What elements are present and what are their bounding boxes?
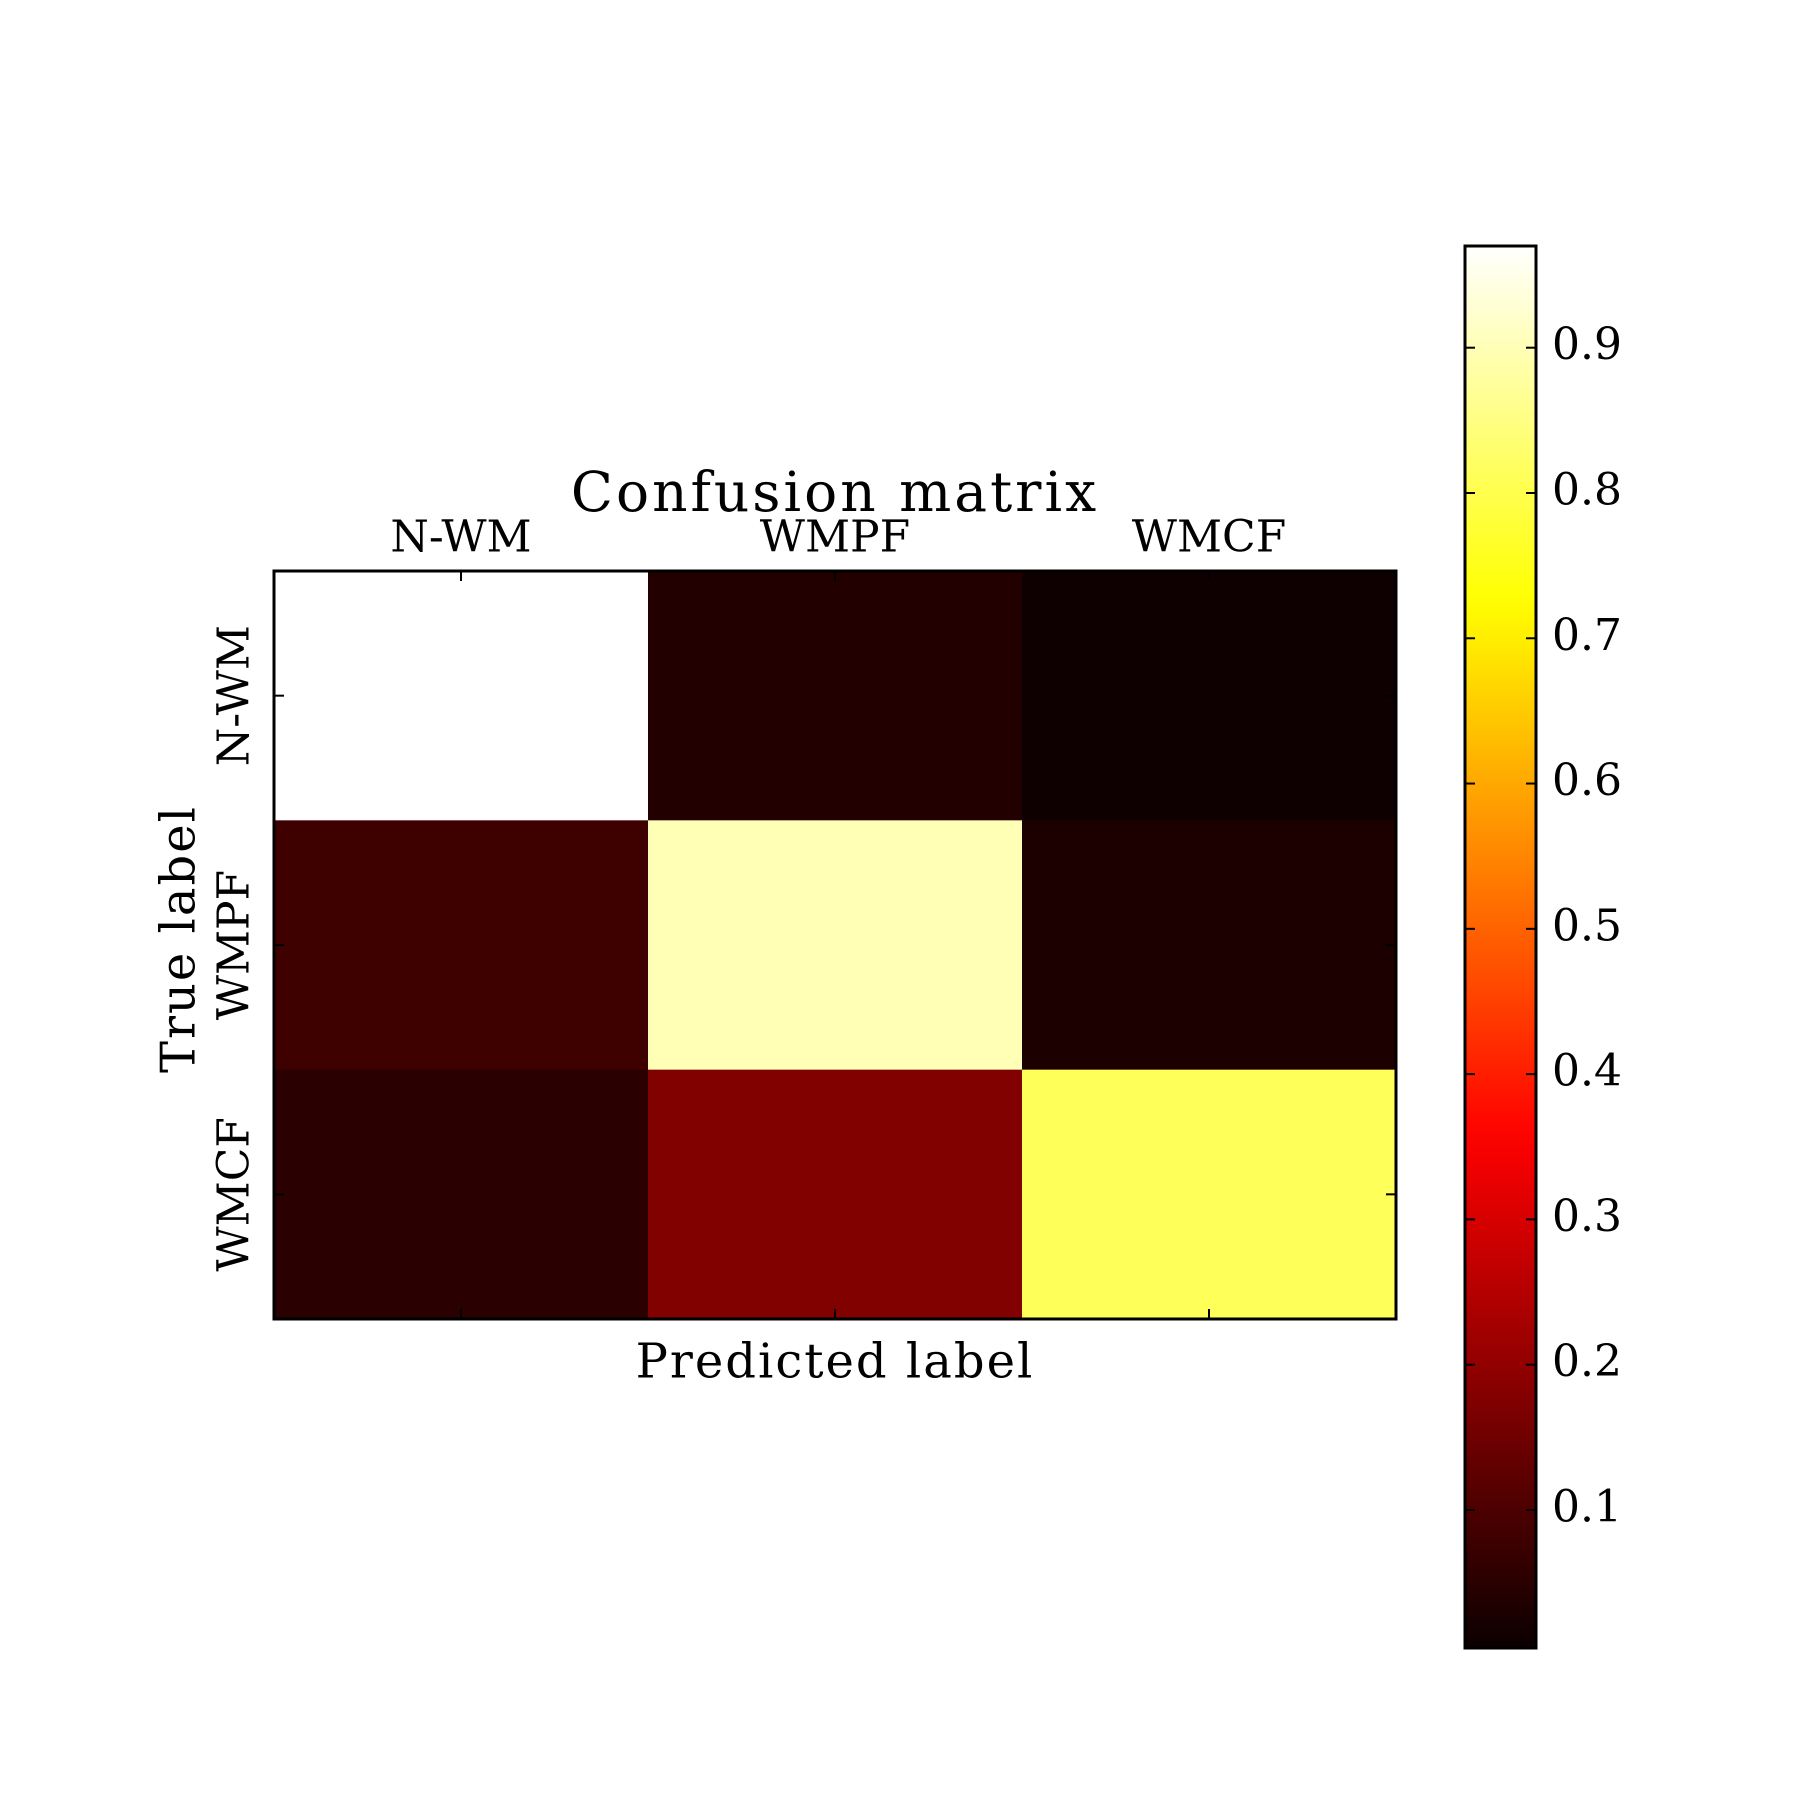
heatmap-cell [274,820,649,1071]
heatmap-cell [274,571,649,821]
heatmap-cell [1022,1069,1397,1320]
colorbar-tick-label: 0.6 [1552,755,1622,806]
x-axis-label: Predicted label [636,1334,1035,1390]
heatmap-cell [648,820,1023,1071]
colorbar-tick-label: 0.9 [1552,319,1622,370]
colorbar-tick-label: 0.4 [1552,1046,1622,1097]
chart-title: Confusion matrix [571,460,1099,524]
y-tick-label: WMCF [209,1117,260,1271]
heatmap-cell [274,1069,649,1320]
y-tick-label: WMPF [209,870,260,1020]
heatmap-cell [1022,820,1397,1071]
colorbar-tick-label: 0.3 [1552,1191,1622,1242]
colorbar-tick-label: 0.7 [1552,610,1622,661]
y-tick-label: N-WM [209,625,260,766]
x-tick-label: WMCF [1132,512,1286,563]
heatmap-cell [648,1069,1023,1320]
y-axis-label: True label [151,805,207,1073]
heatmap-cell [1022,571,1397,821]
x-tick-label: N-WM [390,512,531,563]
colorbar-tick-label: 0.8 [1552,464,1622,515]
colorbar-tick-label: 0.5 [1552,900,1622,951]
colorbar-tick-label: 0.1 [1552,1481,1622,1532]
colorbar-tick-label: 0.2 [1552,1336,1622,1387]
heatmap-cell [648,571,1023,821]
x-tick-label: WMPF [760,512,910,563]
colorbar [1463,244,1538,1650]
